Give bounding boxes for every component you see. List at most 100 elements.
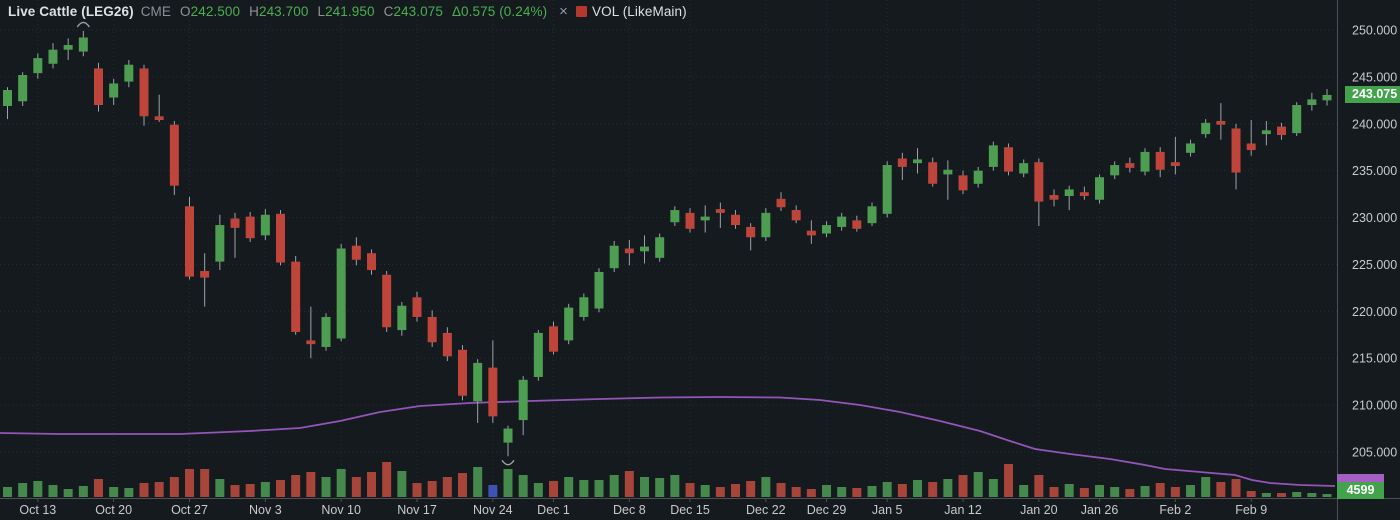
candle-body [367,253,377,271]
volume-bar [624,471,634,497]
ohlc-open-key: O [180,4,191,19]
candle-body [18,75,28,102]
candle-body [897,158,907,167]
volume-bar [609,475,619,497]
volume-bar [1034,475,1044,497]
volume-bar [382,462,392,497]
candle-body [609,245,619,269]
candle-body [624,248,634,254]
volume-bar [943,479,953,497]
volume-bar [215,479,225,497]
candle-body [200,271,210,278]
volume-bar [412,483,422,497]
volume-bar [1064,484,1074,497]
candle-body [1110,165,1120,176]
candle-body [63,45,73,50]
volume-bar [3,487,12,497]
ohlc-high-value: 243.700 [258,4,309,19]
candle-body [291,261,301,332]
candle-body [852,220,862,229]
volume-bar [988,479,998,497]
volume-bar [852,488,862,497]
volume-bar [458,473,468,497]
candle-body [382,274,392,328]
volume-bar [33,481,43,497]
candle-body [1170,162,1180,166]
volume-bar [185,469,195,497]
volume-bar [867,486,877,497]
volume-bar [18,483,28,497]
candle-body [1064,189,1074,196]
candle-body [1155,151,1165,170]
candle-body [260,214,270,236]
candle-body [806,230,816,236]
volume-bar [806,489,816,497]
volume-bar [776,483,786,497]
volume-bar [837,487,847,497]
candle-body [685,212,695,229]
volume-bar [109,487,119,497]
last-price-badge: 243.075 [1345,86,1400,104]
candle-body [1034,162,1044,202]
volume-bar [1079,488,1089,497]
candle-body [215,225,225,262]
date-axis-label: Nov 10 [321,503,361,517]
volume-bar [488,485,498,497]
candle-body [1231,128,1241,173]
price-axis-label: 205.000 [1352,446,1397,460]
candle-body [791,210,801,221]
candle-body [48,49,58,64]
candle-body [1216,120,1226,125]
volume-indicator-label[interactable]: VOL (LikeMain) [592,4,687,19]
candle-body [700,216,710,221]
volume-bar [351,477,361,497]
date-axis-label: Oct 27 [171,503,208,517]
indicator-remove-button[interactable]: × [559,3,569,20]
ohlc-open-value: 242.500 [190,4,241,19]
candle-body [169,124,179,186]
date-axis-label: Dec 1 [537,503,570,517]
change-label: Δ0.575 (0.24%) [451,4,548,19]
volume-bar [1155,483,1165,497]
volume-series [3,462,1332,497]
volume-bar [973,472,983,497]
volume-bar [1049,487,1059,497]
price-axis[interactable]: 250.000 245.000 240.000 235.000 230.000 225.0… [1352,24,1397,460]
candle-body [1004,147,1014,172]
volume-bar [200,469,210,497]
candle-body [154,116,164,121]
candle-body [458,349,468,396]
volume-bar [913,480,923,497]
candle-body [837,216,847,227]
date-axis-label: Jan 12 [944,503,982,517]
candle-body [1079,192,1089,196]
candle-body [518,379,528,421]
low-marker-icon [501,459,515,466]
candle-body [3,90,12,106]
volume-bar [1110,487,1120,497]
symbol-title[interactable]: Live Cattle (LEG26) [8,4,134,19]
volume-bar [1095,485,1105,497]
volume-bar [1277,493,1287,497]
volume-bar [94,479,104,497]
high-marker-icon [76,21,90,28]
date-axis-label: Dec 22 [746,503,786,517]
candle-body [1019,163,1029,174]
price-axis-label: 235.000 [1352,164,1397,178]
candle-body [397,305,407,331]
ohlc-high-key: H [249,4,259,19]
date-axis-label: Jan 5 [872,503,903,517]
candle-body [943,169,953,175]
date-axis-label: Oct 13 [19,503,56,517]
volume-bar [746,481,756,497]
volume-indicator-swatch-icon [576,6,588,17]
candle-body [412,297,422,317]
volume-bar [1019,485,1029,497]
volume-bar [78,486,88,497]
candle-body [230,218,240,228]
candle-body [473,362,483,402]
volume-bar [640,477,650,497]
volume-bar [685,483,695,497]
